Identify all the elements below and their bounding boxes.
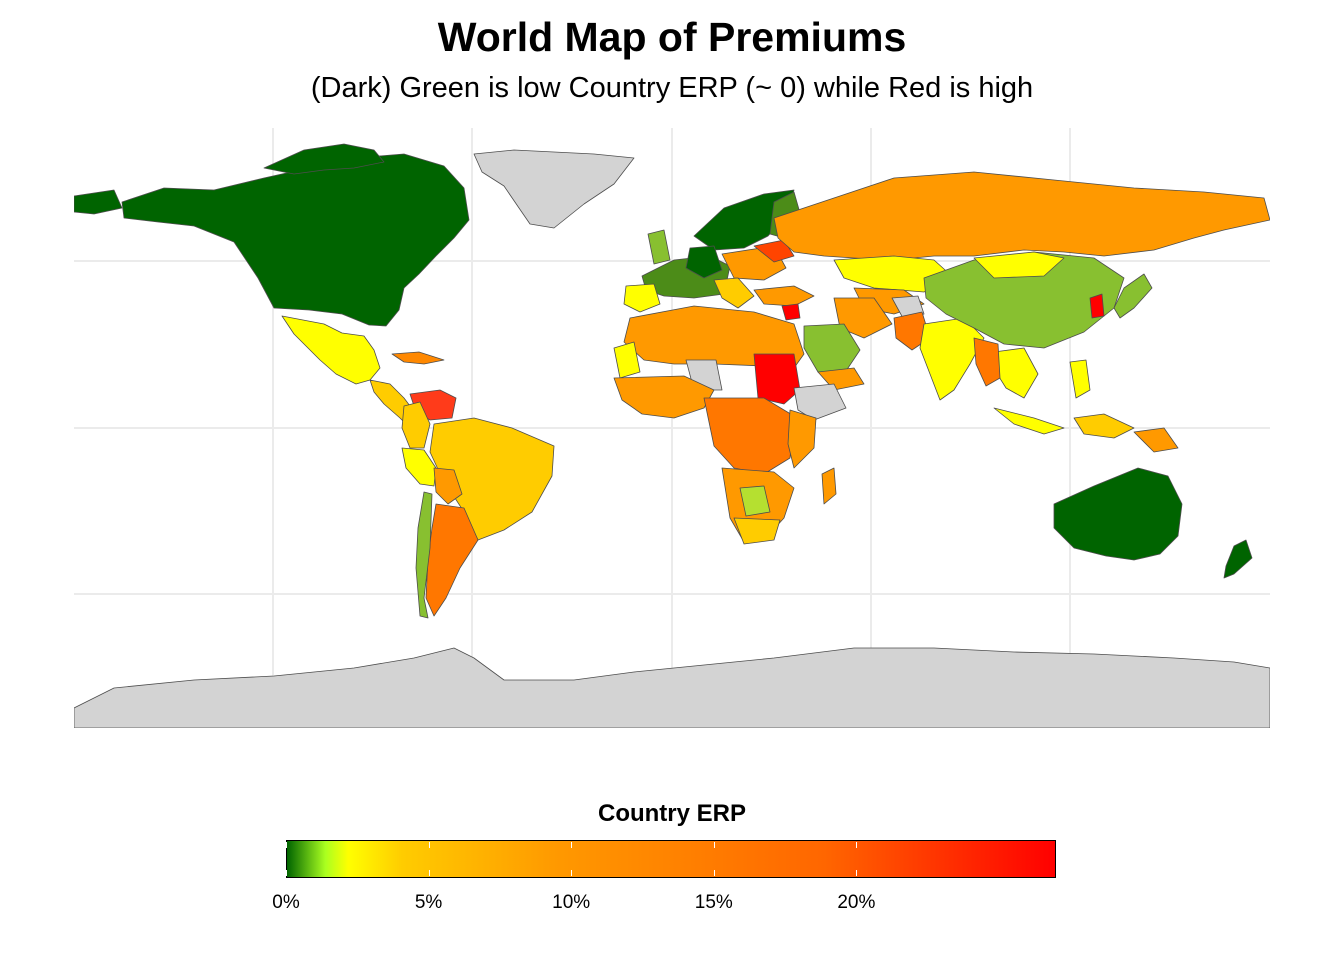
- region-botswana: [739, 485, 771, 517]
- region-png: [1133, 427, 1179, 453]
- region-cuba: [391, 351, 445, 365]
- region-indonesia-east: [1073, 413, 1135, 439]
- legend-tick-mark: [428, 842, 430, 848]
- region-alaska-tip: [74, 189, 123, 215]
- legend-tick-label: 20%: [837, 892, 876, 913]
- region-west-africa: [613, 375, 715, 419]
- region-indonesia-west: [993, 407, 1065, 435]
- region-iran: [833, 297, 893, 339]
- region-western-sahara: [613, 341, 641, 379]
- region-madagascar: [821, 467, 837, 505]
- legend-tick-mark: [428, 870, 430, 876]
- region-mexico: [281, 315, 381, 385]
- legend-tick-mark: [856, 870, 858, 876]
- legend-colorbar: [286, 840, 1056, 878]
- region-horn-africa: [793, 383, 847, 421]
- region-sudan: [753, 353, 801, 405]
- legend-tick-mark: [286, 870, 287, 876]
- legend-tick-mark: [571, 842, 573, 848]
- region-russia: [773, 171, 1270, 261]
- legend-title: Country ERP: [597, 800, 746, 827]
- region-new-zealand: [1223, 539, 1253, 579]
- legend-tick-label: 15%: [694, 892, 733, 913]
- region-iberia: [623, 283, 661, 313]
- legend-tick-label: 10%: [552, 892, 591, 913]
- region-south-africa: [733, 517, 781, 545]
- region-ukraine: [753, 239, 795, 263]
- world-map: [74, 128, 1270, 728]
- legend-tick-mark: [713, 870, 715, 876]
- region-uk: [647, 229, 671, 265]
- region-colombia: [401, 401, 431, 449]
- region-philippines: [1069, 359, 1091, 399]
- region-mongolia: [973, 251, 1065, 279]
- region-korea: [1089, 293, 1105, 319]
- legend-gradient: [287, 841, 1055, 877]
- legend-tick-mark: [286, 842, 287, 848]
- region-india: [919, 317, 985, 401]
- region-chile: [415, 491, 433, 619]
- legend-tick-label: 5%: [414, 892, 443, 913]
- region-canada-arctic-islands: [263, 143, 385, 175]
- region-italy-balkans: [713, 277, 755, 309]
- map-subtitle: (Dark) Green is low Country ERP (~ 0) wh…: [310, 72, 1034, 104]
- region-turkey: [753, 285, 815, 307]
- legend-tick-mark: [713, 842, 715, 848]
- region-bolivia: [433, 467, 463, 505]
- map-title: World Map of Premiums: [437, 14, 907, 60]
- region-central-africa: [703, 397, 795, 475]
- region-antarctica: [74, 647, 1270, 728]
- legend-tick-label: 0%: [272, 892, 300, 913]
- region-greenland: [473, 149, 635, 229]
- region-syria: [781, 303, 801, 321]
- legend-tick-mark: [856, 842, 858, 848]
- region-australia: [1053, 467, 1183, 561]
- region-peru: [401, 447, 437, 487]
- region-indochina: [973, 337, 1001, 387]
- legend-tick-mark: [571, 870, 573, 876]
- region-east-africa: [787, 409, 817, 469]
- region-germany: [685, 245, 723, 279]
- region-japan: [1113, 273, 1153, 319]
- region-southeast-asia: [993, 347, 1039, 399]
- region-north-america: [121, 153, 470, 327]
